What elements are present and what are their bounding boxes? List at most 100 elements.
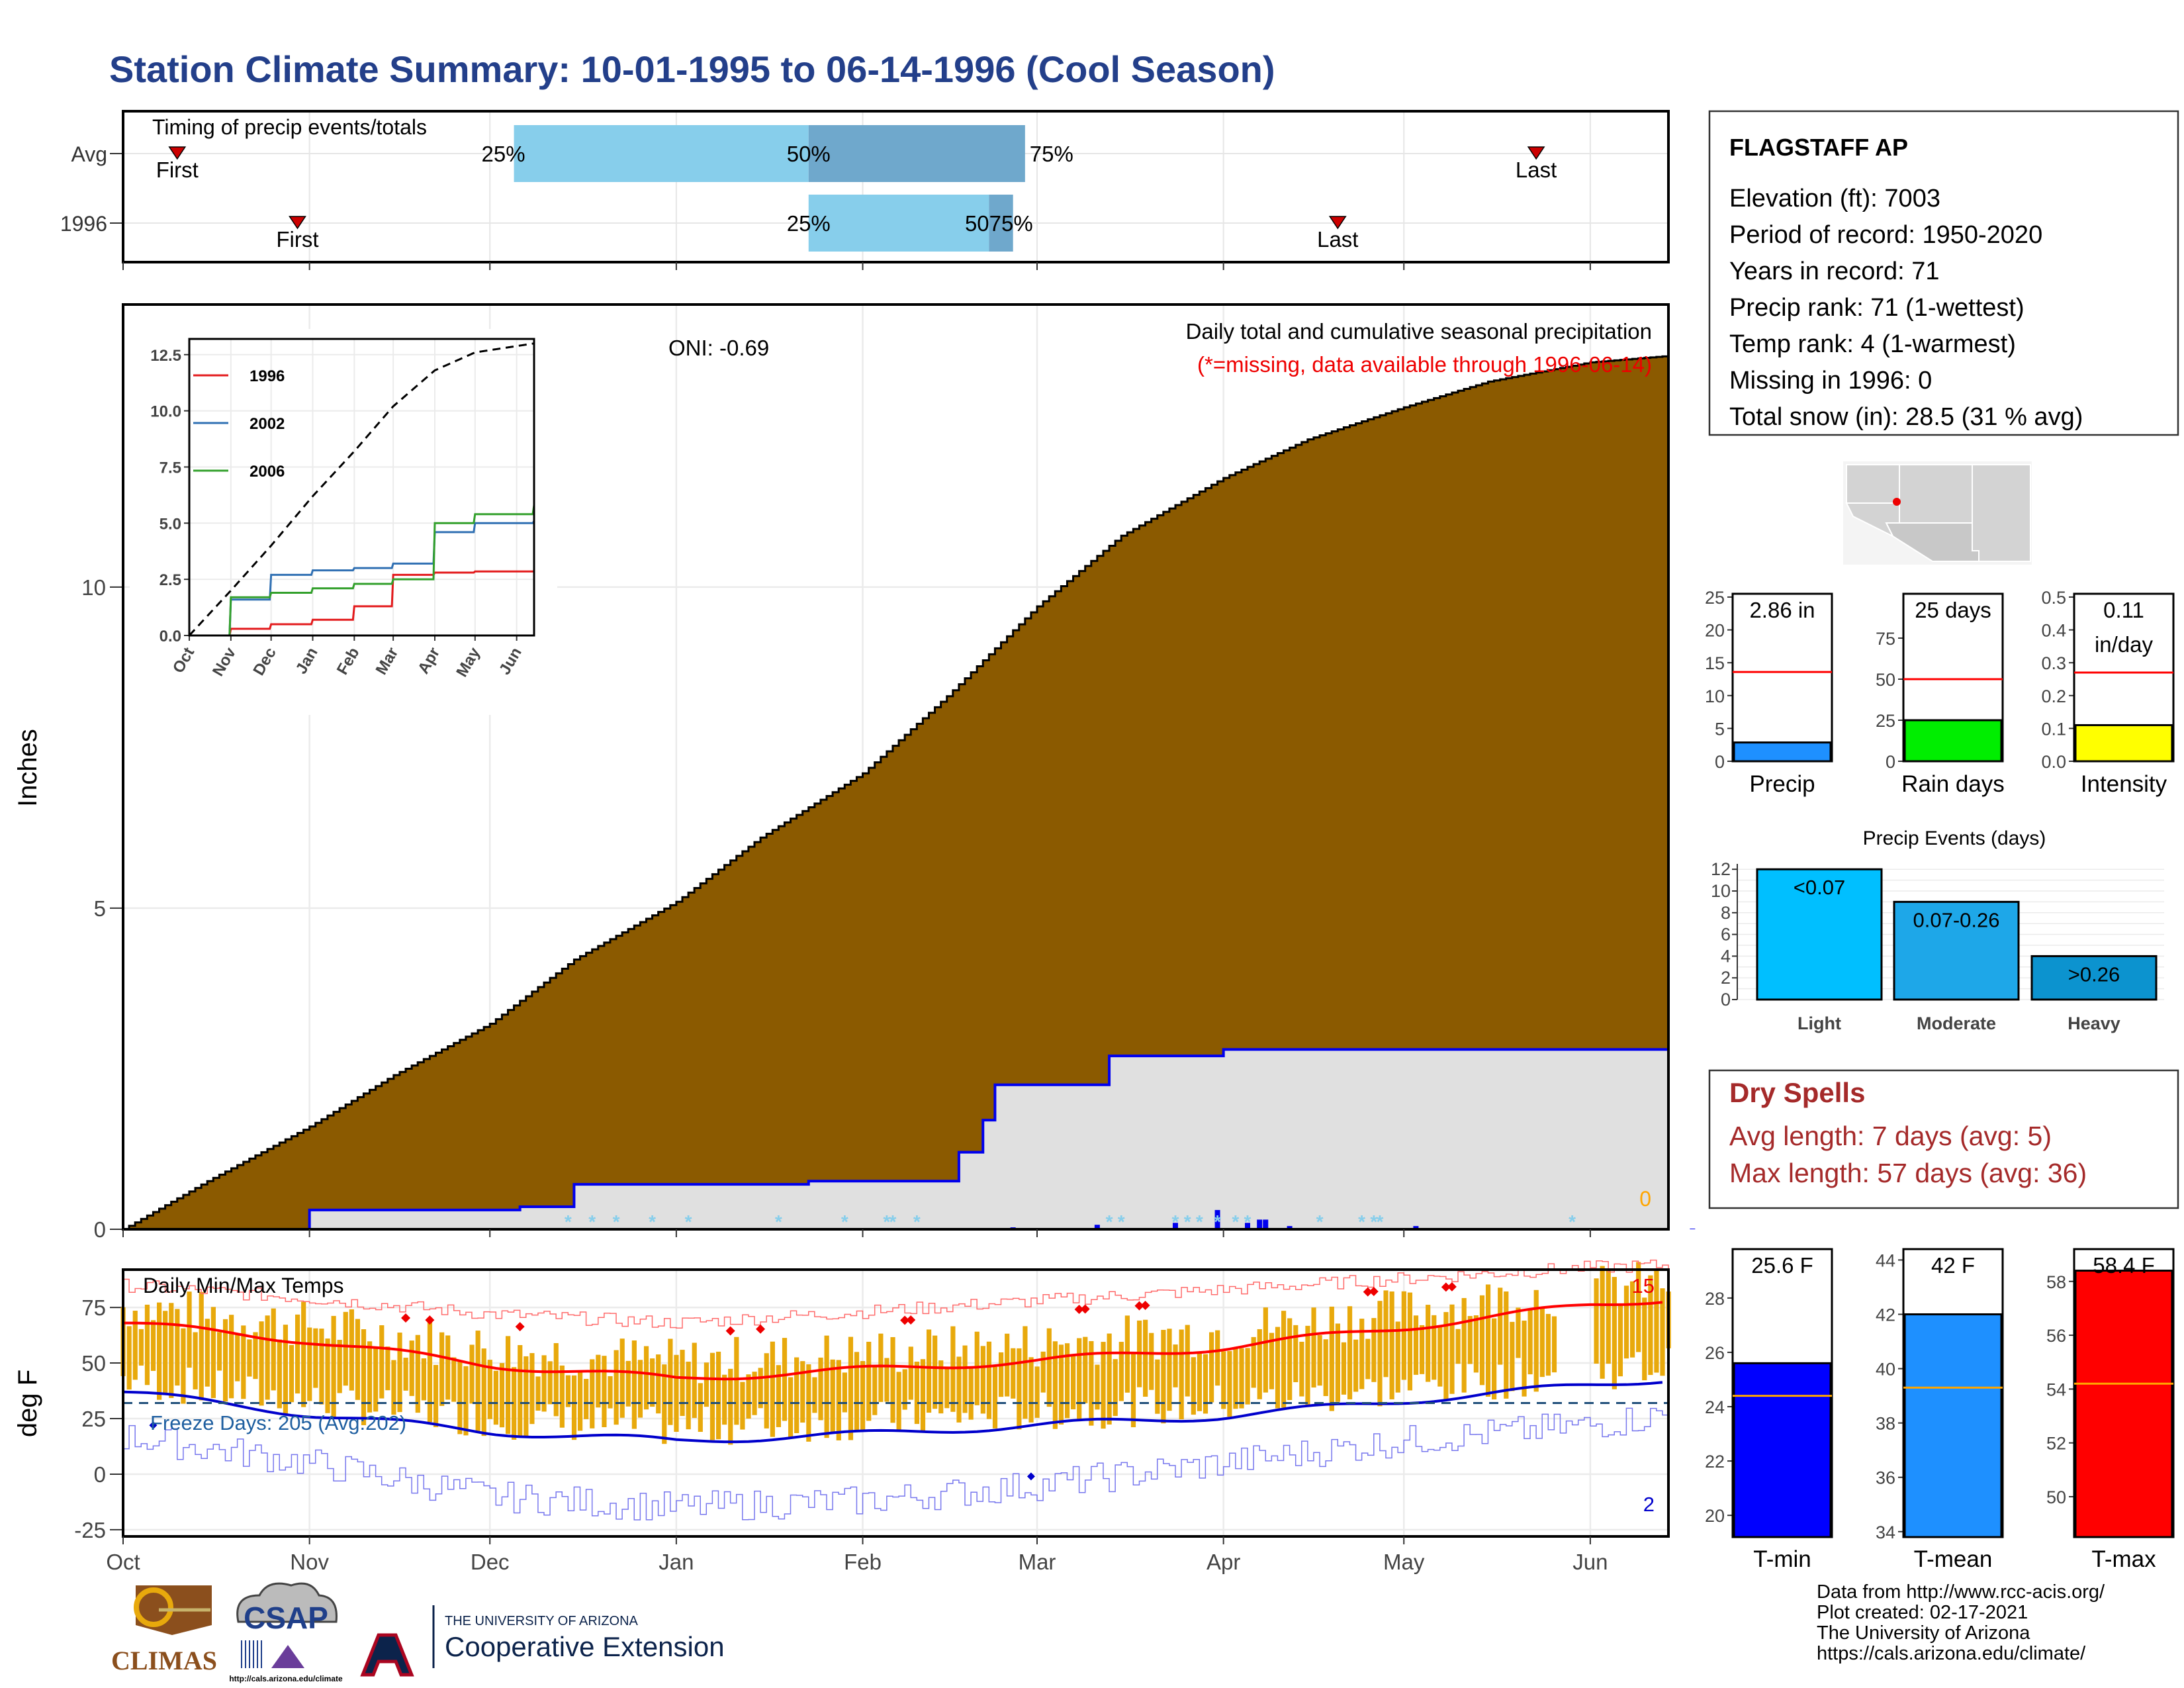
events-y-tick-label: 6 bbox=[1721, 925, 1731, 945]
daily-temp-bar bbox=[547, 1361, 553, 1405]
temp-bar-y-tick-label: 54 bbox=[2046, 1380, 2066, 1399]
events-category-label: Light bbox=[1797, 1013, 1841, 1033]
daily-temp-bar bbox=[505, 1336, 511, 1434]
daily-temp-bar bbox=[596, 1354, 601, 1408]
temp-bar-value-bar bbox=[1903, 1313, 2003, 1538]
snow-marker: * bbox=[1358, 1211, 1365, 1232]
inset-y-tick-label: 0.0 bbox=[159, 628, 181, 645]
daily-temp-bar bbox=[1341, 1342, 1347, 1395]
events-bin-label: >0.26 bbox=[2068, 962, 2120, 986]
temp-panel-title: Daily Min/Max Temps bbox=[143, 1274, 343, 1297]
daily-temp-bar bbox=[571, 1375, 577, 1440]
daily-temp-bar bbox=[451, 1357, 457, 1402]
daily-temp-bar bbox=[181, 1328, 186, 1404]
daily-temp-bar bbox=[132, 1311, 138, 1380]
month-label: Apr bbox=[1206, 1550, 1240, 1574]
small-bar-y-tick-label: 0.3 bbox=[2041, 653, 2066, 673]
daily-temp-bar bbox=[686, 1362, 691, 1430]
small-bar-y-tick-label: 0.0 bbox=[2041, 752, 2066, 772]
small-bar-y-tick-label: 0 bbox=[1886, 752, 1895, 772]
temp-bar-y-tick-label: 40 bbox=[1876, 1360, 1895, 1380]
daily-temp-bar bbox=[698, 1383, 703, 1432]
small-bar-y-tick-label: 50 bbox=[1876, 670, 1895, 690]
daily-temp-bar bbox=[812, 1377, 817, 1413]
daily-temp-bar bbox=[1034, 1366, 1040, 1418]
daily-temp-bar bbox=[1492, 1318, 1497, 1400]
daily-temp-bar bbox=[565, 1375, 571, 1407]
daily-temp-bar bbox=[1143, 1319, 1148, 1397]
month-label: Dec bbox=[471, 1550, 510, 1574]
daily-temp-bar bbox=[421, 1358, 426, 1401]
daily-temp-bar bbox=[385, 1346, 390, 1391]
daily-temp-bar bbox=[1606, 1268, 1611, 1364]
daily-temp-bar bbox=[866, 1341, 872, 1421]
inset-y-tick-label: 12.5 bbox=[150, 347, 181, 365]
record-high-marker bbox=[756, 1324, 766, 1334]
record-high-marker bbox=[906, 1315, 916, 1325]
daily-temp-bar bbox=[692, 1342, 697, 1419]
events-bin-label: 0.07-0.26 bbox=[1913, 908, 2000, 931]
daily-temp-bar bbox=[1401, 1291, 1406, 1380]
daily-temp-bar bbox=[637, 1360, 643, 1418]
daily-temp-bar bbox=[241, 1325, 246, 1399]
station-info-line: Period of record: 1950-2020 bbox=[1729, 221, 2042, 249]
month-label: Nov bbox=[290, 1550, 329, 1574]
small-bar-y-tick-label: 25 bbox=[1876, 711, 1895, 731]
daily-temp-bar bbox=[1504, 1291, 1509, 1399]
daily-temp-bar bbox=[343, 1311, 348, 1386]
csap-cloud-icon bbox=[236, 1582, 338, 1623]
dry-spells-max: Max length: 57 days (avg: 36) bbox=[1729, 1158, 2087, 1188]
daily-temp-bar bbox=[1191, 1357, 1196, 1415]
daily-temp-bar bbox=[980, 1346, 985, 1414]
ua-name-text: THE UNIVERSITY OF ARIZONA bbox=[445, 1614, 639, 1628]
daily-temp-bar bbox=[193, 1332, 198, 1389]
precip-y-tick-label: 0 bbox=[94, 1217, 106, 1242]
daily-temp-bar bbox=[1510, 1321, 1515, 1391]
temp-bar-y-tick-label: 52 bbox=[2046, 1434, 2066, 1454]
daily-temp-bar bbox=[1594, 1278, 1599, 1364]
daily-temp-bar bbox=[752, 1372, 757, 1415]
events-category-label: Heavy bbox=[2068, 1013, 2120, 1033]
record-high-marker bbox=[725, 1326, 735, 1336]
first-marker-icon bbox=[289, 216, 306, 230]
temp-bar-category-label: T-max bbox=[2091, 1546, 2156, 1572]
small-bar-frame bbox=[1731, 592, 1833, 763]
daily-temp-bar bbox=[1293, 1325, 1298, 1382]
daily-temp-bar bbox=[331, 1315, 336, 1418]
daily-temp-bar bbox=[553, 1343, 559, 1417]
inset-series-line bbox=[188, 342, 535, 637]
small-bar-value-label: in/day bbox=[2095, 632, 2154, 657]
record-high-count: 15 bbox=[1632, 1274, 1655, 1297]
daily-temp-bar bbox=[247, 1339, 252, 1377]
daily-temp-bar bbox=[1118, 1342, 1124, 1401]
daily-temp-bar bbox=[1660, 1288, 1665, 1376]
daily-temp-bar bbox=[1233, 1347, 1238, 1409]
daily-temp-bar bbox=[397, 1333, 402, 1413]
map-state-shape bbox=[1899, 464, 1973, 524]
inset-y-tick-label: 2.5 bbox=[159, 571, 181, 589]
daily-precip-bar bbox=[1287, 1226, 1293, 1229]
daily-temp-bar bbox=[758, 1368, 763, 1409]
daily-temp-bar bbox=[770, 1341, 775, 1437]
daily-temp-bar bbox=[301, 1301, 306, 1407]
daily-precip-bar bbox=[1094, 1225, 1100, 1229]
daily-temp-bar bbox=[199, 1291, 204, 1401]
snow-marker: * bbox=[883, 1211, 890, 1232]
daily-temp-bar bbox=[715, 1351, 721, 1440]
small-bar-y-tick-label: 25 bbox=[1705, 588, 1725, 608]
tmax-chart: 50 52 54 56 58 58.4 F T-max bbox=[2046, 1248, 2175, 1572]
daily-temp-bar bbox=[920, 1359, 926, 1432]
snow-marker: * bbox=[1118, 1211, 1125, 1232]
daily-temp-bar bbox=[175, 1309, 180, 1386]
precip-panel-border bbox=[122, 303, 1670, 1231]
daily-temp-bar bbox=[1023, 1326, 1028, 1419]
daily-temp-bar bbox=[1527, 1309, 1533, 1375]
daily-temp-bar bbox=[1227, 1350, 1232, 1417]
temp-bar-y-tick-label: 56 bbox=[2046, 1326, 2066, 1346]
daily-temp-bar bbox=[1149, 1333, 1154, 1390]
record-low-count: 2 bbox=[1643, 1493, 1655, 1516]
daily-temp-bar bbox=[740, 1382, 745, 1430]
daily-temp-bar bbox=[1167, 1329, 1172, 1411]
daily-temp-bar bbox=[776, 1365, 782, 1427]
daily-temp-bar bbox=[1365, 1338, 1371, 1380]
